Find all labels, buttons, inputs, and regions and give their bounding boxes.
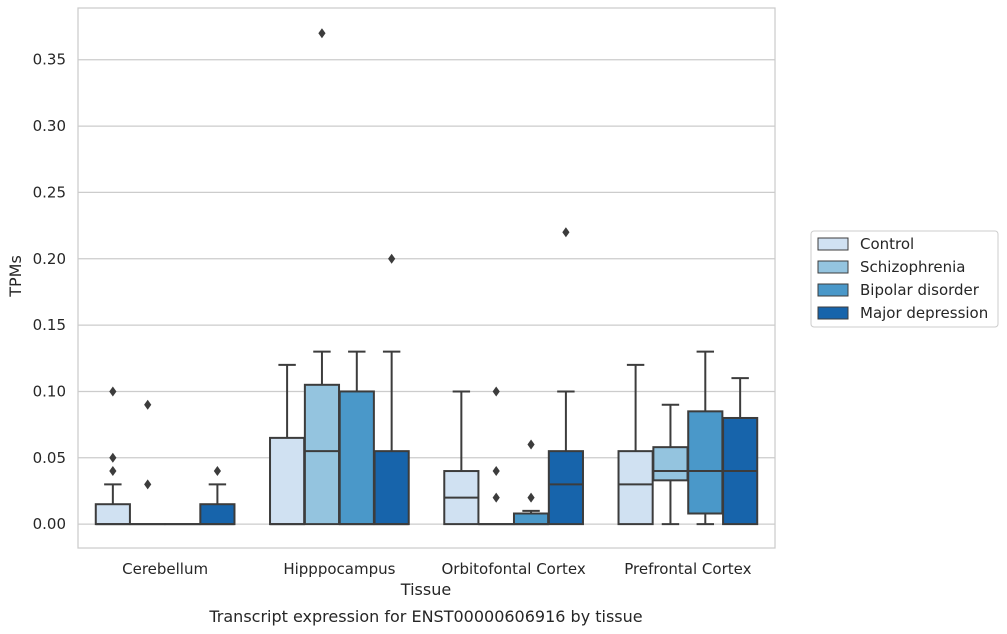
y-axis-label: TPMs — [6, 255, 25, 298]
box-schizophrenia — [303, 28, 341, 526]
box-control — [94, 386, 131, 526]
legend-swatch — [817, 306, 849, 320]
legend-swatch — [817, 237, 849, 251]
y-tick-label: 0.30 — [33, 117, 66, 135]
y-tick-label: 0.20 — [33, 250, 66, 268]
outlier-point — [318, 28, 326, 39]
box-body — [269, 436, 306, 526]
box-body — [94, 503, 131, 526]
box-body — [687, 410, 724, 515]
box-body — [617, 450, 654, 526]
box-layer — [94, 28, 759, 526]
y-tick-label: 0.25 — [33, 183, 66, 201]
box-major-depression — [373, 253, 410, 526]
box-body — [303, 383, 341, 526]
outlier-point — [527, 492, 535, 503]
outlier-point — [492, 492, 500, 503]
outlier-point — [388, 253, 396, 264]
x-tick-label: Orbitofontal Cortex — [442, 560, 586, 578]
box-body — [338, 390, 375, 526]
outlier-point — [562, 227, 570, 238]
legend-label: Major depression — [860, 304, 988, 322]
outlier-point — [109, 452, 117, 463]
x-tick-labels: Cerebellum Hipppocampus Orbitofontal Corte… — [122, 560, 751, 578]
legend: Control Schizophrenia Bipolar disorder Majo… — [810, 230, 999, 328]
outlier-point — [109, 466, 117, 477]
x-axis-label: Tissue — [400, 580, 451, 599]
legend-label: Control — [860, 235, 914, 253]
box-bipolar-disorder — [338, 350, 375, 526]
outlier-point — [109, 386, 117, 397]
box-body — [373, 450, 410, 526]
x-tick-label: Hipppocampus — [283, 560, 395, 578]
legend-swatch — [817, 260, 849, 274]
box-schizophrenia — [129, 399, 166, 526]
box-major-depression — [199, 466, 236, 526]
grid-lines — [78, 59, 775, 525]
box-control — [443, 390, 480, 526]
outlier-point — [492, 466, 500, 477]
box-control — [617, 363, 654, 526]
box-bipolar-disorder — [687, 350, 724, 526]
box-bipolar-disorder — [512, 439, 550, 526]
chart-caption: Transcript expression for ENST0000060691… — [208, 607, 642, 626]
box-major-depression — [722, 377, 759, 526]
legend-label: Bipolar disorder — [860, 281, 980, 299]
legend-frame — [810, 230, 999, 328]
plot-area-frame — [77, 7, 776, 549]
outlier-point — [492, 386, 500, 397]
outlier-point — [527, 439, 535, 450]
y-tick-label: 0.05 — [33, 449, 66, 467]
box-body — [512, 512, 550, 526]
box-body — [547, 450, 584, 526]
box-schizophrenia — [652, 403, 689, 526]
box-body — [199, 503, 236, 526]
outlier-point — [144, 399, 152, 410]
legend-items: Control Schizophrenia Bipolar disorder Majo… — [817, 235, 988, 322]
x-tick-label: Prefrontal Cortex — [624, 560, 751, 578]
legend-label: Schizophrenia — [860, 258, 965, 276]
y-tick-label: 0.00 — [33, 515, 66, 533]
outlier-point — [213, 466, 221, 477]
y-tick-label: 0.10 — [33, 382, 66, 400]
box-body — [652, 446, 689, 482]
y-tick-labels: 0.00 0.05 0.10 0.15 0.20 0.25 0.30 0.35 — [33, 51, 66, 533]
box-control — [269, 363, 306, 526]
box-major-depression — [547, 227, 584, 526]
x-tick-label: Cerebellum — [122, 560, 208, 578]
box-schizophrenia — [478, 386, 515, 526]
y-tick-label: 0.35 — [33, 51, 66, 69]
legend-swatch — [817, 283, 849, 297]
outlier-point — [144, 479, 152, 490]
y-tick-label: 0.15 — [33, 316, 66, 334]
